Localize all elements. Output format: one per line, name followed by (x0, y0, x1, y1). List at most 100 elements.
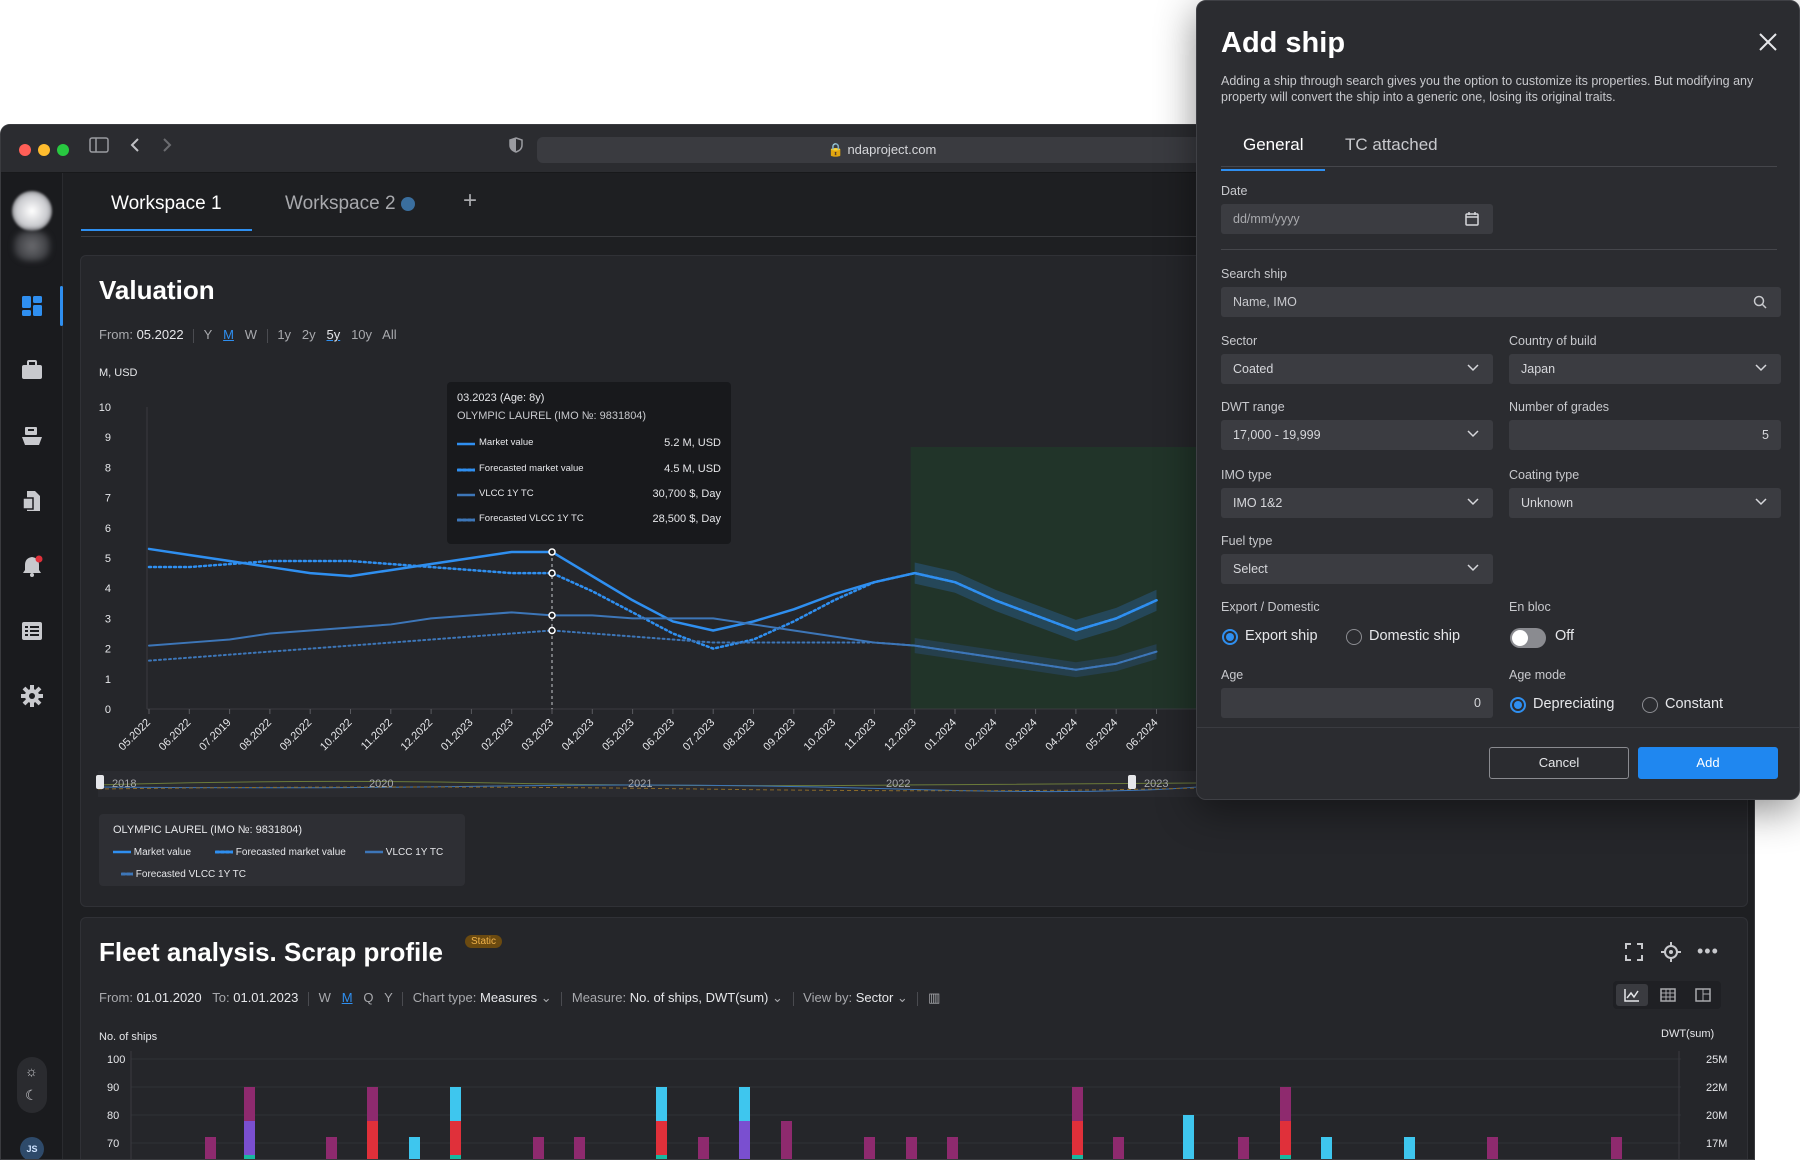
sidebar-toggle-icon[interactable] (89, 137, 109, 158)
chart-view-button[interactable] (1616, 984, 1648, 1006)
depreciating-radio[interactable] (1510, 697, 1526, 713)
tab-general[interactable]: General (1221, 135, 1326, 171)
search-ship-input[interactable]: Name, IMO (1221, 287, 1781, 317)
y-tick-label-right: 25M (1706, 1054, 1727, 1066)
coating-select[interactable]: Unknown (1509, 488, 1781, 518)
calendar-icon[interactable] (1465, 212, 1479, 226)
search-placeholder: Name, IMO (1233, 295, 1297, 309)
legend-item[interactable]: VLCC 1Y TC (365, 847, 443, 858)
sun-icon[interactable]: ☼ (25, 1063, 38, 1079)
from-date[interactable]: 05.2022 (136, 327, 184, 342)
view-by-select[interactable]: Sector (855, 990, 894, 1005)
period-w[interactable]: W (244, 327, 258, 342)
add-button[interactable]: Add (1638, 747, 1778, 779)
age-input[interactable]: 0 (1221, 688, 1493, 718)
tab-workspace-1[interactable]: Workspace 1 (81, 193, 252, 231)
bar-segment (1183, 1115, 1194, 1159)
bar-segment (906, 1137, 917, 1159)
range-1y[interactable]: 1y (277, 327, 292, 342)
moon-icon[interactable]: ☾ (25, 1087, 38, 1103)
range-all[interactable]: All (382, 327, 397, 342)
more-icon[interactable]: ••• (1697, 941, 1719, 961)
constant-label[interactable]: Constant (1665, 696, 1724, 712)
sector-select[interactable]: Coated (1221, 354, 1493, 384)
legend-item[interactable]: Forecasted VLCC 1Y TC (120, 869, 246, 880)
from-date[interactable]: 01.01.2020 (136, 990, 202, 1005)
sidebar-item-documents[interactable] (1, 476, 63, 526)
date-input[interactable]: dd/mm/yyyy (1221, 204, 1493, 234)
period-q[interactable]: Q (363, 990, 374, 1005)
period-y[interactable]: Y (203, 327, 213, 342)
chart-type-select[interactable]: Measures (480, 990, 538, 1005)
enbloc-toggle[interactable] (1510, 628, 1546, 648)
period-y[interactable]: Y (384, 990, 393, 1005)
address-bar[interactable]: 🔒 ndaproject.com (537, 137, 1227, 163)
depreciating-label[interactable]: Depreciating (1533, 696, 1615, 712)
close-icon[interactable] (1758, 32, 1778, 57)
imo-select[interactable]: IMO 1&2 (1221, 488, 1493, 518)
constant-radio[interactable] (1642, 697, 1658, 713)
export-ship-radio[interactable] (1222, 629, 1238, 645)
bar-segment (450, 1121, 461, 1155)
tooltip-value: 4.5 M, USD (664, 463, 721, 475)
fuel-select[interactable]: Select (1221, 554, 1493, 584)
chevron-down-icon[interactable]: ⌄ (896, 990, 908, 1005)
sidebar-item-portfolio[interactable] (1, 345, 63, 395)
period-w[interactable]: W (318, 990, 331, 1005)
tooltip-label: Market value (479, 437, 534, 448)
split-view-button[interactable] (1687, 984, 1719, 1006)
sidebar-item-settings[interactable] (1, 671, 63, 721)
dwt-select[interactable]: 17,000 - 19,999 (1221, 420, 1493, 450)
close-window-button[interactable] (19, 144, 31, 156)
legend-item[interactable]: Market value (113, 847, 191, 858)
tab-workspace-2[interactable]: Workspace 2 (285, 193, 415, 229)
range-5y[interactable]: 5y (326, 327, 341, 342)
range-2y[interactable]: 2y (301, 327, 316, 342)
bar-chart-icon[interactable]: ▥ (928, 990, 941, 1005)
footer-divider (1197, 727, 1799, 728)
range-10y[interactable]: 10y (351, 327, 373, 342)
sidebar-item-fleet[interactable] (1, 411, 63, 461)
measure-select[interactable]: No. of ships, DWT(sum) (629, 990, 769, 1005)
export-ship-label[interactable]: Export ship (1245, 628, 1318, 644)
bar-segment (244, 1087, 255, 1121)
chevron-down-icon[interactable]: ⌄ (540, 990, 552, 1005)
to-date[interactable]: 01.01.2023 (233, 990, 299, 1005)
timeline-handle-right[interactable] (1128, 775, 1136, 789)
domestic-ship-radio[interactable] (1346, 629, 1362, 645)
timeline-handle-left[interactable] (96, 775, 104, 789)
sidebar-item-notifications[interactable] (1, 541, 63, 591)
table-view-button[interactable] (1652, 984, 1684, 1006)
grades-input[interactable]: 5 (1509, 420, 1781, 450)
minimize-window-button[interactable] (38, 144, 50, 156)
chevron-down-icon[interactable]: ⌄ (772, 990, 783, 1005)
country-select[interactable]: Japan (1509, 354, 1781, 384)
tooltip-row: Market value 5.2 M, USD (457, 437, 721, 451)
legend-item[interactable]: Forecasted market value (214, 847, 346, 858)
company-logo (12, 191, 52, 231)
add-workspace-button[interactable]: + (463, 187, 478, 214)
forward-icon[interactable] (161, 137, 173, 158)
panel-settings-icon[interactable] (1661, 942, 1681, 967)
fleet-y-label: No. of ships (99, 1031, 158, 1043)
shield-icon[interactable] (509, 137, 523, 158)
tooltip-label: VLCC 1Y TC (479, 488, 534, 499)
timeline-year: 2021 (628, 778, 653, 790)
sidebar-item-dashboard[interactable] (1, 281, 63, 331)
period-m[interactable]: M (223, 327, 234, 342)
cancel-button[interactable]: Cancel (1489, 747, 1629, 779)
domestic-ship-label[interactable]: Domestic ship (1369, 628, 1461, 644)
period-m[interactable]: M (341, 990, 353, 1005)
y-tick-label: 10 (99, 402, 111, 414)
search-icon[interactable] (1753, 295, 1767, 309)
fullscreen-icon[interactable] (1625, 943, 1643, 966)
sidebar-item-list[interactable] (1, 606, 63, 656)
back-icon[interactable] (129, 137, 141, 158)
timeline-navigator[interactable]: 2018 2020 2021 2022 2023 (96, 771, 1198, 797)
user-avatar[interactable]: JS (20, 1137, 44, 1159)
maximize-window-button[interactable] (57, 144, 69, 156)
tab-tc-attached[interactable]: TC attached (1345, 135, 1438, 154)
theme-switch[interactable]: ☼ ☾ (17, 1057, 47, 1113)
